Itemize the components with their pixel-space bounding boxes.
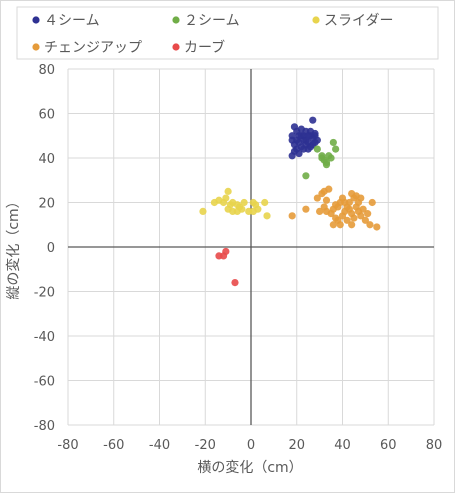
data-point [222, 194, 230, 202]
data-point [231, 279, 239, 287]
series-1 [302, 138, 340, 180]
data-point [313, 145, 321, 153]
legend-box [16, 6, 439, 60]
series-3 [288, 185, 381, 231]
data-point [215, 252, 223, 260]
series-0 [288, 116, 321, 160]
data-point [329, 138, 337, 147]
data-point [368, 198, 376, 207]
data-point [345, 205, 353, 213]
y-tick-label: -40 [34, 330, 55, 345]
legend-marker [312, 16, 320, 24]
x-tick-label: -80 [57, 438, 78, 453]
data-point [366, 221, 374, 229]
data-point [359, 205, 367, 213]
x-tick-label: 60 [380, 438, 397, 453]
x-tick-label: 40 [334, 438, 351, 453]
data-point [254, 205, 262, 213]
data-point [295, 132, 303, 140]
legend-marker [32, 43, 40, 51]
data-point [322, 196, 331, 204]
y-tick-label: 0 [47, 241, 55, 256]
data-point [263, 212, 271, 220]
data-point [249, 198, 257, 207]
legend-label: ４シーム [44, 13, 100, 29]
data-point [357, 194, 365, 202]
data-point [224, 187, 232, 195]
y-tick-label: -20 [34, 286, 55, 301]
tick-labels: -80 -60 -40 -20 0 20 40 60 80 -80 -60 -40 -20 0 20 40 60… [34, 63, 443, 453]
data-point [309, 116, 317, 124]
y-tick-label: 80 [38, 63, 55, 78]
data-point [341, 198, 349, 207]
x-tick-label: -40 [149, 438, 170, 453]
data-point [350, 214, 358, 222]
data-point [316, 207, 324, 215]
data-point [295, 149, 303, 158]
data-point [329, 221, 337, 229]
legend-label: スライダー [324, 13, 393, 29]
data-point [313, 194, 321, 202]
data-point [332, 201, 340, 209]
data-point [373, 223, 381, 231]
x-tick-label: -20 [195, 438, 216, 453]
data-point [313, 136, 321, 144]
data-point [318, 154, 326, 162]
data-point [288, 212, 296, 220]
data-point [322, 161, 331, 169]
x-axis-label: 横の変化（cm） [197, 459, 302, 476]
data-point [240, 198, 248, 207]
x-tick-label: 80 [426, 438, 443, 453]
x-tick-label: 20 [288, 438, 305, 453]
legend-label: チェンジアップ [44, 40, 142, 56]
data-point [336, 221, 344, 229]
data-point [306, 143, 315, 151]
data-point [302, 205, 310, 213]
data-point [348, 221, 356, 229]
data-point [233, 201, 241, 209]
data-point [364, 210, 372, 218]
data-point [343, 216, 351, 224]
data-points [199, 116, 381, 287]
legend-marker [172, 16, 180, 24]
y-tick-label: -80 [34, 419, 55, 434]
data-point [288, 136, 296, 144]
legend-label: カーブ [184, 39, 225, 56]
legend-marker [32, 16, 40, 24]
data-point [325, 185, 333, 193]
x-tick-label: 0 [247, 438, 255, 453]
data-point [302, 172, 310, 180]
data-point [261, 198, 269, 207]
data-point [332, 145, 340, 153]
data-point [361, 216, 369, 224]
data-point [357, 212, 365, 220]
y-tick-label: 40 [38, 152, 55, 167]
data-point [238, 205, 246, 213]
y-tick-label: -60 [34, 375, 55, 390]
x-tick-label: -60 [103, 438, 124, 453]
legend-marker [172, 43, 180, 51]
series-4 [215, 247, 239, 287]
data-point [290, 123, 299, 131]
data-point [304, 132, 312, 140]
series-2 [199, 187, 271, 220]
axes [68, 69, 434, 425]
data-point [327, 154, 335, 162]
y-tick-label: 20 [38, 197, 55, 212]
data-point [199, 207, 207, 215]
legend-label: ２シーム [184, 13, 240, 29]
y-axis-label: 縦の変化（cm） [5, 194, 22, 299]
y-tick-label: 60 [38, 108, 55, 123]
